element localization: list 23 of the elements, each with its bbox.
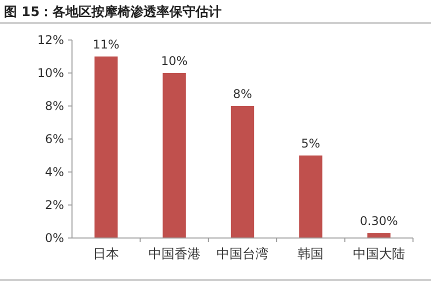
y-tick-label: 0% (44, 231, 64, 246)
y-tick-label: 2% (44, 198, 64, 212)
x-tick-label: 中国大陆 (352, 247, 405, 262)
data-label: 5% (301, 136, 320, 150)
data-label: 10% (160, 54, 188, 68)
y-tick-label: 4% (44, 165, 64, 180)
y-tick-label: 6% (44, 132, 64, 146)
bar (162, 73, 186, 238)
x-tick-label: 中国台湾 (216, 246, 268, 262)
x-tick-label: 韩国 (298, 247, 324, 262)
data-label: 0.30% (360, 214, 398, 228)
bar (367, 233, 390, 238)
data-label: 11% (92, 38, 120, 52)
bar (230, 106, 254, 238)
x-tick-label: 日本 (93, 247, 120, 262)
chart-title: 图 15：各地区按摩椅渗透率保守估计 (4, 4, 222, 20)
data-label: 8% (232, 87, 252, 101)
y-tick-label: 8% (44, 99, 64, 114)
bar (299, 156, 322, 238)
y-tick-label: 10% (37, 66, 64, 80)
bar (94, 56, 118, 238)
y-tick-label: 12% (37, 33, 64, 48)
x-tick-label: 中国香港 (148, 247, 200, 262)
